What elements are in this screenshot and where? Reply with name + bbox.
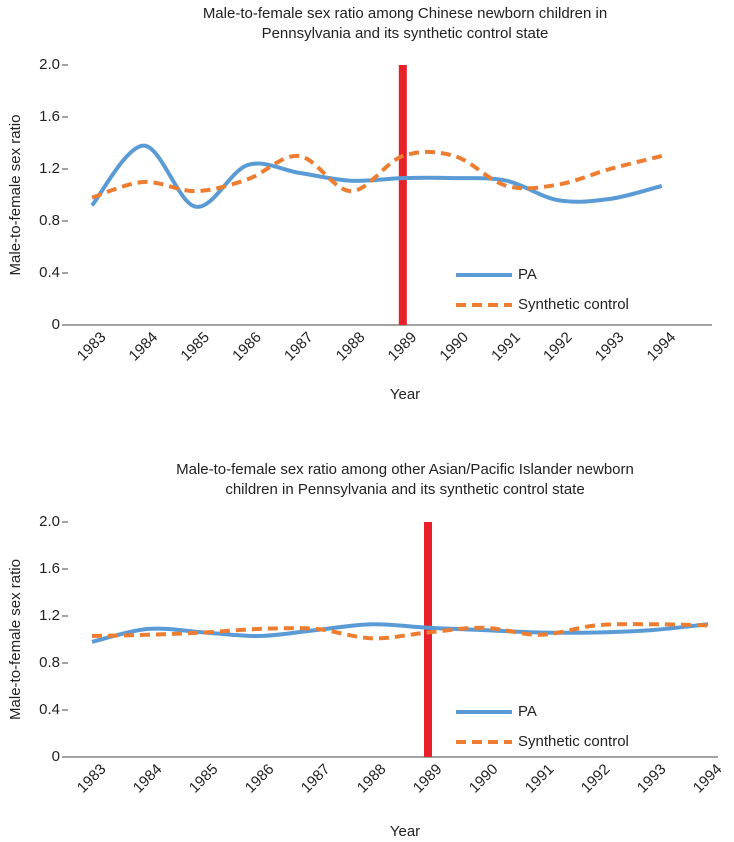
chart-title: Male-to-female sex ratio among Chinese n… xyxy=(203,5,607,22)
x-tick-label: 1992 xyxy=(578,761,614,797)
x-tick-label: 1993 xyxy=(634,761,670,797)
x-tick-label: 1985 xyxy=(186,761,222,797)
x-tick-label: 1994 xyxy=(644,329,680,365)
chart-title: children in Pennsylvania and its synthet… xyxy=(225,481,584,498)
legend-label: Synthetic control xyxy=(518,733,629,750)
series-line xyxy=(91,622,709,644)
x-tick-label: 1992 xyxy=(540,329,576,365)
chart-title: Male-to-female sex ratio among other Asi… xyxy=(176,461,634,478)
x-tick-label: 1983 xyxy=(74,761,110,797)
series-line xyxy=(90,143,663,209)
x-axis-label: Year xyxy=(390,386,420,403)
y-tick-label: 0.4 xyxy=(39,701,60,718)
x-tick-label: 1990 xyxy=(436,329,472,365)
legend-label: PA xyxy=(518,266,537,283)
x-tick-label: 1988 xyxy=(333,329,369,365)
y-tick-label: 2.0 xyxy=(39,513,60,530)
intervention-marker xyxy=(398,65,407,325)
y-tick-label: 0.8 xyxy=(39,212,60,229)
series-line xyxy=(91,149,663,200)
y-axis-label: Male-to-female sex ratio xyxy=(7,559,24,720)
x-tick-label: 1987 xyxy=(298,761,334,797)
x-axis-label: Year xyxy=(390,823,420,840)
legend-label: PA xyxy=(518,703,537,720)
x-tick-label: 1984 xyxy=(126,329,162,365)
y-tick-label: 1.2 xyxy=(39,160,60,177)
legend-label: Synthetic control xyxy=(518,296,629,313)
series-line xyxy=(91,622,709,641)
x-tick-label: 1993 xyxy=(592,329,628,365)
y-tick-label: 1.6 xyxy=(39,560,60,577)
x-tick-label: 1986 xyxy=(242,761,278,797)
x-tick-label: 1989 xyxy=(385,329,421,365)
x-tick-label: 1990 xyxy=(466,761,502,797)
x-tick-label: 1994 xyxy=(690,761,726,797)
x-tick-label: 1984 xyxy=(130,761,166,797)
y-axis-label: Male-to-female sex ratio xyxy=(7,115,24,276)
y-tick-label: 0.8 xyxy=(39,654,60,671)
y-tick-label: 2.0 xyxy=(39,56,60,73)
y-tick-label: 0.4 xyxy=(39,264,60,281)
x-tick-label: 1988 xyxy=(354,761,390,797)
x-tick-label: 1989 xyxy=(410,761,446,797)
intervention-marker xyxy=(424,522,432,757)
x-tick-label: 1985 xyxy=(177,329,213,365)
chart-title: Pennsylvania and its synthetic control s… xyxy=(262,25,549,42)
x-tick-label: 1991 xyxy=(522,761,558,797)
x-tick-label: 1991 xyxy=(488,329,524,365)
x-tick-label: 1986 xyxy=(229,329,265,365)
x-tick-label: 1987 xyxy=(281,329,317,365)
y-tick-label: 1.2 xyxy=(39,607,60,624)
y-tick-label: 0 xyxy=(52,748,60,765)
y-tick-label: 0 xyxy=(52,316,60,333)
y-tick-label: 1.6 xyxy=(39,108,60,125)
x-tick-label: 1983 xyxy=(74,329,110,365)
